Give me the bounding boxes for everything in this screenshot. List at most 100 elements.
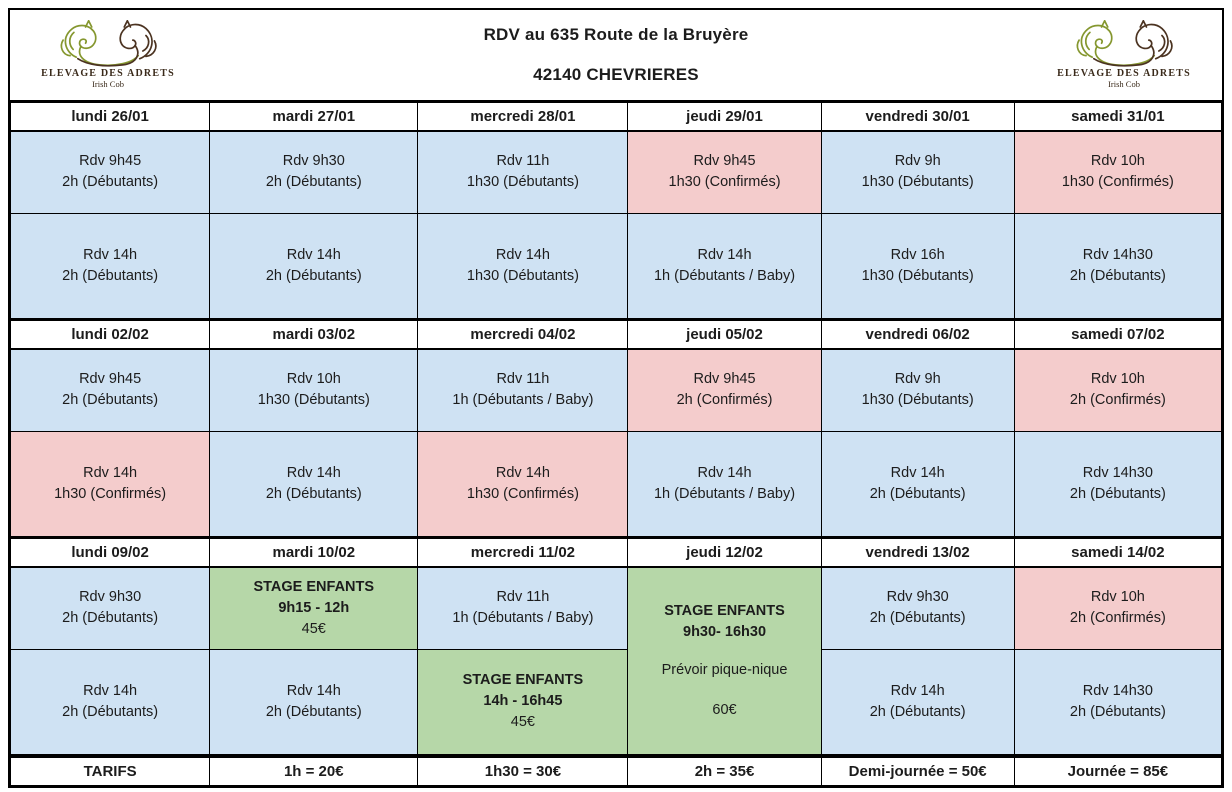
session-line: 2h (Débutants) [869, 610, 966, 627]
session-line: 9h30- 16h30 [683, 623, 767, 640]
session-line: Rdv 9h45 [79, 153, 142, 170]
session-line: Rdv 9h [894, 371, 941, 388]
session-cell: Rdv 10h 2h (Confirmés) [1013, 348, 1223, 432]
day-header: mercredi 28/01 [417, 100, 629, 132]
day-header: jeudi 12/02 [627, 536, 822, 568]
week-day-header-row: lundi 02/02 mardi 03/02 mercredi 04/02 jeud… [9, 318, 1223, 350]
session-cell: Rdv 9h30 2h (Débutants) [9, 566, 211, 650]
schedule-sheet: ELEVAGE DES ADRETS Irish Cob RDV au 635 … [8, 8, 1224, 788]
session-line: Rdv 14h [83, 465, 138, 481]
address-line-1: RDV au 635 Route de la Bruyère [483, 25, 749, 44]
tarif-item: Journée = 85€ [1013, 753, 1223, 786]
session-line: 1h30 (Débutants) [861, 268, 974, 284]
session-line: 45€ [301, 620, 326, 637]
session-line: 14h - 16h45 [483, 693, 563, 710]
session-line: 2h (Débutants) [265, 174, 362, 191]
day-header: mardi 10/02 [209, 536, 419, 568]
session-line: Rdv 14h [495, 465, 550, 481]
session-line: Rdv 9h45 [693, 371, 756, 388]
session-line: Rdv 11h [496, 153, 550, 170]
session-line: Rdv 14h [286, 465, 341, 481]
session-cell: Rdv 14h 2h (Débutants) [9, 649, 211, 756]
session-cell: Rdv 14h 1h30 (Débutants) [417, 213, 629, 320]
session-line: 1h30 (Confirmés) [54, 486, 167, 502]
tarifs-label: TARIFS [9, 753, 211, 786]
horses-logo-icon [60, 20, 157, 67]
session-line: 60€ [712, 701, 737, 718]
day-header: mercredi 11/02 [417, 536, 629, 568]
tarifs-row: TARIFS 1h = 20€ 1h30 = 30€ 2h = 35€ Demi-jou… [9, 753, 1223, 786]
brand-logo-left: ELEVAGE DES ADRETS Irish Cob [24, 20, 192, 89]
brand-name: ELEVAGE DES ADRETS [1057, 68, 1191, 80]
session-cell: Rdv 9h45 2h (Débutants) [9, 348, 211, 432]
session-line: Rdv 14h30 [1082, 465, 1153, 481]
session-line: Rdv 11h [496, 371, 550, 388]
week-day-header-row: lundi 26/01 mardi 27/01 mercredi 28/01 jeud… [9, 100, 1223, 132]
morning-row: Rdv 9h30 2h (Débutants) STAGE ENFANTS 9h15 … [9, 566, 1223, 756]
session-cell: Rdv 9h45 2h (Débutants) [9, 130, 211, 214]
session-line: Rdv 14h [890, 682, 945, 699]
day-header: vendredi 06/02 [820, 318, 1015, 350]
address-line-2: 42140 CHEVRIERES [533, 65, 699, 84]
session-cell: Rdv 14h 2h (Débutants) [820, 431, 1015, 538]
tarif-item: 1h = 20€ [209, 753, 419, 786]
afternoon-row: Rdv 14h 1h30 (Confirmés) Rdv 14h 2h (Débuta… [9, 431, 1223, 538]
session-line: 1h (Débutants / Baby) [653, 268, 796, 284]
session-line: Rdv 9h45 [693, 153, 756, 170]
session-cell: Rdv 9h 1h30 (Débutants) [820, 348, 1015, 432]
header-band: ELEVAGE DES ADRETS Irish Cob RDV au 635 … [10, 10, 1222, 100]
session-cell: Rdv 11h 1h (Débutants / Baby) [417, 348, 629, 432]
session-line: 1h30 (Débutants) [466, 174, 579, 191]
session-line: 1h30 (Confirmés) [466, 486, 579, 502]
session-line: 1h30 (Débutants) [861, 392, 974, 409]
session-cell: Rdv 9h30 2h (Débutants) [209, 130, 419, 214]
session-line: 2h (Débutants) [869, 703, 966, 720]
brand-name: ELEVAGE DES ADRETS [41, 68, 175, 80]
day-header: samedi 14/02 [1013, 536, 1223, 568]
session-cell: Rdv 9h45 1h30 (Confirmés) [627, 130, 822, 214]
session-line: Rdv 9h [894, 153, 941, 170]
schedule-table: lundi 26/01 mardi 27/01 mercredi 28/01 jeud… [9, 100, 1223, 786]
session-line: 2h (Débutants) [62, 610, 159, 627]
session-cell: Rdv 10h 2h (Confirmés) [1013, 566, 1223, 650]
afternoon-row: Rdv 14h 2h (Débutants) Rdv 14h 2h (Débutant… [9, 649, 1223, 756]
session-cell: STAGE ENFANTS 14h - 16h45 45€ [417, 649, 629, 756]
session-cell: Rdv 11h 1h (Débutants / Baby) [417, 566, 629, 650]
session-line: Rdv 10h [1090, 371, 1145, 388]
session-line: Rdv 14h [697, 465, 752, 481]
session-line: 1h30 (Débutants) [466, 268, 579, 284]
session-line: Rdv 9h30 [886, 589, 949, 606]
session-line: 2h (Débutants) [869, 486, 966, 502]
session-cell: Rdv 9h 1h30 (Débutants) [820, 130, 1015, 214]
session-line: 2h (Débutants) [1069, 268, 1166, 284]
session-line: 2h (Confirmés) [1069, 610, 1166, 627]
session-line: Rdv 9h45 [79, 371, 142, 388]
day-header: lundi 26/01 [9, 100, 211, 132]
horses-logo-icon [1076, 20, 1173, 67]
session-line: Rdv 14h [890, 465, 945, 481]
morning-row: Rdv 9h45 2h (Débutants) Rdv 9h30 2h (Débuta… [9, 130, 1223, 214]
session-line: Rdv 10h [1090, 153, 1145, 170]
day-header: vendredi 13/02 [820, 536, 1015, 568]
session-line: Rdv 14h [83, 682, 138, 699]
session-line: 45€ [510, 714, 535, 731]
session-cell: Rdv 9h30 2h (Débutants) [820, 566, 1015, 650]
session-line: STAGE ENFANTS [253, 578, 375, 595]
day-header: samedi 07/02 [1013, 318, 1223, 350]
session-cell: Rdv 14h 2h (Débutants) [209, 213, 419, 320]
session-line: 1h (Débutants / Baby) [452, 610, 594, 627]
session-line: 1h30 (Confirmés) [1061, 174, 1174, 191]
session-cell: Rdv 10h 1h30 (Confirmés) [1013, 130, 1223, 214]
session-cell: Rdv 14h 2h (Débutants) [820, 649, 1015, 756]
session-line: 2h (Débutants) [265, 486, 362, 502]
day-header: jeudi 29/01 [627, 100, 822, 132]
session-cell: STAGE ENFANTS 9h30- 16h30 Prévoir pique-ni… [627, 566, 822, 756]
session-line: 2h (Débutants) [62, 703, 159, 720]
session-cell: Rdv 11h 1h30 (Débutants) [417, 130, 629, 214]
session-line: 2h (Débutants) [265, 268, 362, 284]
session-line: Rdv 9h30 [79, 589, 142, 606]
session-cell: STAGE ENFANTS 9h15 - 12h 45€ [209, 566, 419, 650]
session-line: 2h (Débutants) [265, 703, 362, 720]
session-line: STAGE ENFANTS [664, 602, 785, 619]
session-line: 1h30 (Débutants) [861, 174, 974, 191]
